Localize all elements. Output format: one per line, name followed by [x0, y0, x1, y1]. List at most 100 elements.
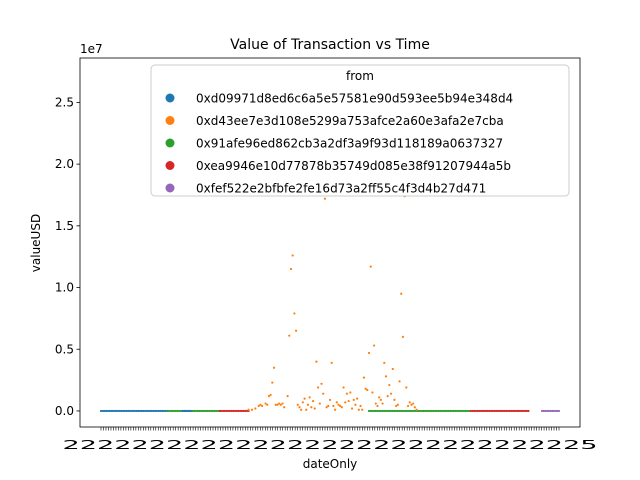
data-point — [230, 409, 233, 413]
data-point — [488, 409, 491, 413]
data-point — [237, 409, 240, 413]
data-point — [325, 406, 328, 409]
data-point — [264, 402, 267, 405]
data-point — [269, 393, 272, 397]
x-axis-label: dateOnly — [303, 457, 358, 471]
data-point — [434, 409, 437, 413]
data-point — [525, 409, 528, 413]
legend-box — [150, 64, 570, 197]
data-point — [374, 402, 377, 405]
data-point — [349, 391, 352, 394]
data-point — [367, 351, 371, 355]
data-point — [206, 409, 209, 413]
data-point — [352, 398, 355, 401]
y-tick-label: 0.0 — [55, 404, 74, 418]
data-point — [298, 406, 301, 409]
data-point — [542, 409, 545, 413]
data-point — [293, 312, 296, 315]
data-point — [147, 409, 150, 413]
data-point — [223, 409, 226, 413]
data-point — [522, 409, 525, 413]
y-axis-label: valueUSD — [29, 214, 43, 272]
data-point — [469, 409, 472, 413]
data-point — [400, 292, 403, 295]
data-point — [288, 334, 291, 337]
data-point — [145, 409, 148, 413]
data-point — [357, 408, 360, 411]
data-point — [300, 408, 303, 411]
data-point — [132, 409, 135, 413]
data-point — [128, 409, 131, 413]
data-point — [374, 409, 377, 413]
data-point — [133, 409, 137, 413]
data-point — [518, 409, 522, 413]
data-point — [383, 361, 386, 364]
chart-title: Value of Transaction vs Time — [230, 37, 430, 53]
data-point — [218, 409, 221, 413]
data-point — [330, 361, 333, 364]
data-point — [418, 409, 422, 413]
data-point — [364, 387, 367, 390]
data-point — [278, 402, 281, 405]
data-point — [176, 409, 179, 413]
legend-marker — [165, 116, 175, 125]
data-point — [271, 381, 274, 384]
data-point — [333, 408, 337, 411]
data-point — [510, 409, 513, 413]
data-point — [439, 409, 442, 413]
data-point — [369, 265, 372, 268]
data-point — [220, 409, 223, 413]
data-point — [233, 409, 237, 413]
data-point — [238, 409, 242, 413]
data-point — [384, 375, 388, 378]
data-point — [111, 409, 114, 413]
data-point — [121, 409, 125, 413]
data-point — [544, 409, 547, 413]
data-point — [301, 401, 304, 404]
data-point — [177, 409, 181, 413]
data-point — [149, 409, 152, 413]
data-point — [386, 409, 389, 413]
data-point — [166, 409, 169, 413]
data-point — [427, 409, 430, 413]
data-point — [356, 397, 359, 400]
data-point — [413, 409, 416, 413]
legend-entry-label: 0x91afe96ed862cb3a2df3a9f93d118189a06373… — [196, 137, 503, 151]
data-point — [152, 409, 155, 413]
data-point — [157, 409, 160, 413]
data-point — [515, 409, 518, 413]
data-point — [213, 409, 216, 413]
data-point — [337, 403, 340, 406]
data-point — [99, 409, 103, 413]
data-point — [354, 403, 357, 406]
data-point — [315, 360, 318, 363]
data-point — [444, 409, 447, 413]
data-point — [322, 392, 325, 395]
data-point — [391, 367, 394, 371]
data-point — [318, 402, 321, 405]
data-point — [552, 409, 556, 413]
data-point — [328, 398, 332, 401]
data-point — [199, 409, 203, 413]
data-point — [388, 383, 391, 387]
data-point — [389, 409, 393, 413]
data-point — [381, 409, 384, 413]
data-point — [501, 409, 505, 413]
data-point — [551, 409, 554, 413]
data-point — [162, 409, 165, 413]
data-point — [366, 388, 369, 392]
data-point — [306, 403, 310, 406]
data-point — [430, 409, 433, 413]
data-point — [106, 409, 109, 413]
data-point — [276, 403, 279, 406]
data-point — [267, 395, 271, 398]
data-point — [507, 409, 510, 413]
data-point — [342, 386, 345, 389]
data-point — [155, 409, 159, 413]
data-point — [344, 401, 347, 404]
data-point — [361, 408, 364, 411]
data-point — [184, 409, 187, 413]
y-tick-label: 2.5 — [55, 95, 74, 109]
data-point — [412, 402, 415, 405]
data-point — [391, 409, 394, 413]
